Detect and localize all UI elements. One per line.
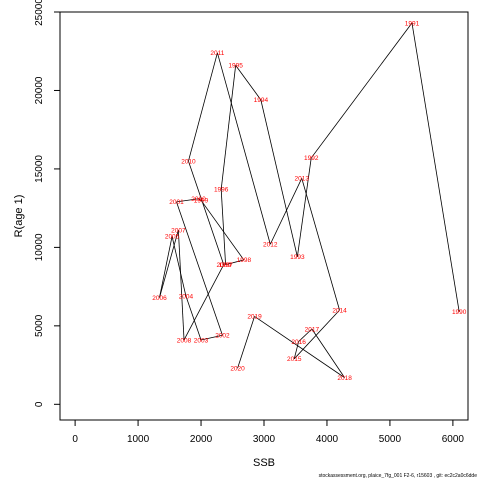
point-year-label: 1997 bbox=[218, 262, 233, 269]
x-tick-label: 3000 bbox=[253, 434, 276, 445]
point-year-label: 1999 bbox=[194, 198, 209, 205]
plot-frame bbox=[59, 11, 469, 421]
series-segment bbox=[171, 236, 187, 297]
x-tick-label: 2000 bbox=[190, 434, 213, 445]
x-axis: 0 1000 2000 3000 4000 5000 6000 bbox=[72, 419, 465, 445]
point-year-label: 1994 bbox=[254, 97, 269, 104]
series-segment bbox=[188, 52, 218, 162]
point-year-label: 2006 bbox=[152, 295, 167, 302]
y-tick-label: 0 bbox=[34, 401, 45, 407]
series-segment bbox=[200, 334, 223, 341]
y-axis-title: R(age 1) bbox=[13, 195, 25, 238]
y-tick-label: 10000 bbox=[34, 233, 45, 261]
series-segment bbox=[225, 259, 244, 266]
series-segment bbox=[310, 22, 413, 159]
point-year-label: 2010 bbox=[181, 158, 196, 165]
point-year-label: 2019 bbox=[247, 314, 262, 321]
y-tick-label: 5000 bbox=[34, 314, 45, 337]
point-year-label: 1996 bbox=[214, 187, 229, 194]
series-segment bbox=[220, 65, 237, 190]
point-year-label: 2005 bbox=[165, 234, 180, 241]
series-segment bbox=[298, 328, 313, 342]
point-year-label: 2012 bbox=[263, 242, 278, 249]
series-segment bbox=[176, 198, 199, 203]
series-segment bbox=[200, 200, 245, 261]
point-year-label: 2007 bbox=[171, 227, 186, 234]
point-year-label: 2017 bbox=[305, 326, 320, 333]
series-segment bbox=[411, 22, 460, 312]
point-year-label: 1993 bbox=[290, 254, 305, 261]
point-year-label: 1995 bbox=[228, 63, 243, 70]
point-year-label: 2018 bbox=[337, 375, 352, 382]
series-segment bbox=[301, 178, 340, 311]
x-tick-label: 5000 bbox=[379, 434, 402, 445]
point-year-label: 2002 bbox=[215, 333, 230, 340]
point-year-label: 1992 bbox=[304, 155, 319, 162]
series-segment bbox=[293, 341, 300, 359]
series-segment bbox=[254, 316, 345, 378]
series-segment bbox=[220, 189, 226, 265]
stock-recruitment-series bbox=[159, 22, 460, 378]
footer-credit: stockassessment.org, plaice_7fg_001 F2-6… bbox=[318, 473, 477, 479]
series-segment bbox=[311, 328, 345, 378]
point-year-label: 1990 bbox=[452, 309, 467, 316]
x-tick-label: 1000 bbox=[127, 434, 150, 445]
point-year-label: 2015 bbox=[287, 356, 302, 363]
point-year-label: 2013 bbox=[295, 176, 310, 183]
point-year-label: 2003 bbox=[194, 337, 209, 344]
point-year-label: 2011 bbox=[210, 50, 224, 57]
point-year-label: 2009 bbox=[216, 262, 231, 269]
x-tick-label: 4000 bbox=[316, 434, 339, 445]
series-segment bbox=[296, 157, 312, 257]
series-segment bbox=[183, 264, 225, 341]
series-segment bbox=[293, 309, 340, 360]
series-segment bbox=[159, 236, 173, 298]
x-tick-label: 6000 bbox=[442, 434, 465, 445]
point-year-label: 2001 bbox=[169, 199, 184, 206]
point-year-label: 2014 bbox=[332, 307, 347, 314]
point-year-label: 2004 bbox=[179, 293, 194, 300]
point-year-label: 2008 bbox=[177, 337, 192, 344]
point-year-label: 1998 bbox=[237, 257, 252, 264]
series-segment bbox=[176, 201, 223, 336]
series-segment bbox=[177, 230, 185, 340]
series-segment bbox=[260, 99, 298, 257]
y-tick-label: 25000 bbox=[34, 0, 45, 26]
series-segment bbox=[269, 178, 303, 245]
series-segment bbox=[188, 160, 225, 265]
series-segment bbox=[217, 52, 271, 245]
series-segment bbox=[185, 295, 202, 341]
point-year-label: 2000 bbox=[191, 196, 206, 203]
point-year-label: 1991 bbox=[405, 20, 420, 27]
series-segment bbox=[235, 65, 262, 101]
series-segment bbox=[237, 316, 255, 369]
point-year-label: 2016 bbox=[291, 339, 306, 346]
x-tick-label: 0 bbox=[72, 434, 78, 445]
x-axis-title: SSB bbox=[253, 457, 275, 469]
y-axis: 0 5000 10000 15000 20000 25000 bbox=[34, 0, 61, 407]
y-tick-label: 20000 bbox=[34, 76, 45, 104]
series-segment bbox=[198, 198, 202, 201]
point-year-label: 2020 bbox=[230, 366, 245, 373]
y-tick-label: 15000 bbox=[34, 155, 45, 183]
year-labels: 1990 1991 1992 1993 1994 1995 1996 1997 1998 1999… bbox=[152, 20, 467, 382]
series-segment bbox=[159, 230, 179, 298]
